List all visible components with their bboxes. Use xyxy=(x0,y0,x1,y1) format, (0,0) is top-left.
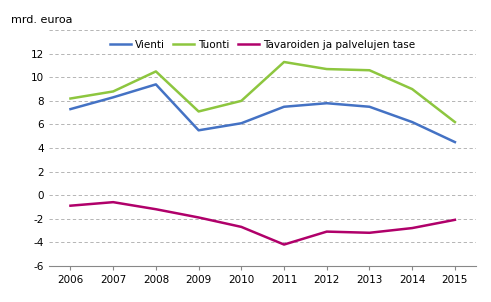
Vienti xyxy=(324,101,330,105)
Vienti xyxy=(239,121,245,125)
Tuonti xyxy=(68,97,74,100)
Vienti xyxy=(68,107,74,111)
Vienti xyxy=(153,82,159,86)
Tuonti xyxy=(367,69,373,72)
Tuonti xyxy=(239,99,245,103)
Vienti xyxy=(367,105,373,108)
Tavaroiden ja palvelujen tase xyxy=(409,226,415,230)
Legend: Vienti, Tuonti, Tavaroiden ja palvelujen tase: Vienti, Tuonti, Tavaroiden ja palvelujen… xyxy=(106,35,419,54)
Tuonti xyxy=(324,67,330,71)
Tavaroiden ja palvelujen tase xyxy=(452,218,458,222)
Tuonti xyxy=(196,110,202,113)
Vienti xyxy=(110,95,116,99)
Tuonti xyxy=(452,120,458,124)
Tavaroiden ja palvelujen tase xyxy=(367,231,373,235)
Tavaroiden ja palvelujen tase xyxy=(153,207,159,211)
Tavaroiden ja palvelujen tase xyxy=(196,216,202,219)
Tuonti xyxy=(153,69,159,73)
Line: Vienti: Vienti xyxy=(71,84,455,142)
Tuonti xyxy=(110,90,116,93)
Vienti xyxy=(452,140,458,144)
Tavaroiden ja palvelujen tase xyxy=(324,230,330,233)
Vienti xyxy=(196,129,202,132)
Tuonti xyxy=(409,87,415,91)
Tavaroiden ja palvelujen tase xyxy=(281,243,287,246)
Line: Tuonti: Tuonti xyxy=(71,62,455,122)
Text: mrd. euroa: mrd. euroa xyxy=(11,15,72,25)
Tavaroiden ja palvelujen tase xyxy=(239,225,245,229)
Line: Tavaroiden ja palvelujen tase: Tavaroiden ja palvelujen tase xyxy=(71,202,455,245)
Tavaroiden ja palvelujen tase xyxy=(110,200,116,204)
Tavaroiden ja palvelujen tase xyxy=(68,204,74,207)
Vienti xyxy=(281,105,287,108)
Vienti xyxy=(409,120,415,124)
Tuonti xyxy=(281,60,287,64)
